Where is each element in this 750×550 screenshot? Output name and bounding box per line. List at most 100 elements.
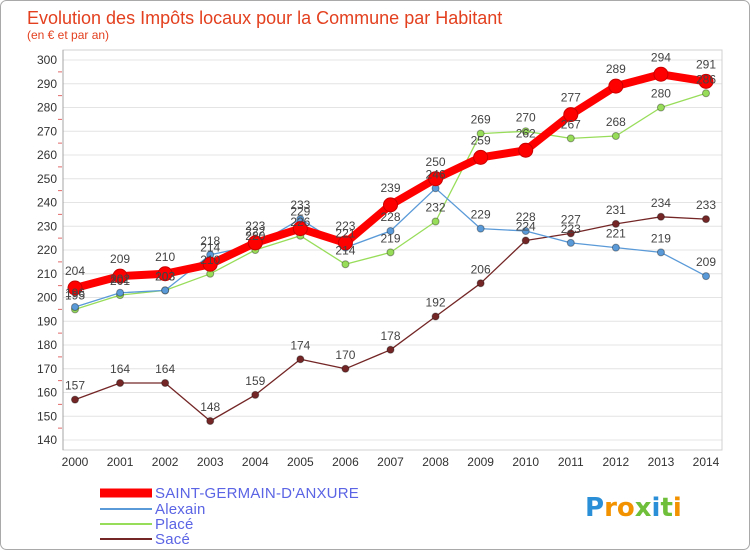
y-tick-label: 230 — [37, 219, 57, 233]
legend-label: Alexain — [155, 501, 206, 518]
data-label-place-2005: 226 — [290, 215, 310, 229]
data-label-saint-germain-d-anxure-2007: 239 — [380, 181, 400, 195]
x-tick-label: 2011 — [558, 455, 584, 469]
y-tick-label: 140 — [37, 433, 57, 447]
data-label-alexain-2006: 221 — [335, 227, 355, 241]
x-tick-label: 2006 — [332, 455, 359, 469]
data-label-sace-2000: 157 — [65, 379, 85, 393]
point-saint-germain-d-anxure-2002 — [157, 266, 173, 282]
data-label-place-2004: 220 — [245, 229, 265, 243]
logo-letter: i — [673, 493, 682, 523]
x-tick-label: 2012 — [603, 455, 630, 469]
point-saint-germain-d-anxure-2013 — [653, 66, 669, 82]
point-saint-germain-d-anxure-2004 — [247, 235, 263, 251]
x-tick-label: 2008 — [422, 455, 449, 469]
logo-letter: t — [660, 493, 672, 523]
data-label-place-2011: 267 — [561, 117, 581, 131]
point-saint-germain-d-anxure-2014 — [698, 73, 714, 89]
data-label-sace-2002: 164 — [155, 362, 175, 376]
data-label-saint-germain-d-anxure-2005: 229 — [290, 205, 310, 219]
point-sace-2014 — [702, 215, 710, 224]
point-alexain-2013 — [656, 248, 665, 257]
point-sace-2005 — [296, 355, 305, 364]
data-label-alexain-2003: 218 — [200, 234, 220, 248]
data-label-alexain-2011: 223 — [561, 222, 581, 236]
y-tick-label: 220 — [37, 243, 57, 257]
y-tick-label: 290 — [37, 77, 57, 91]
data-label-saint-germain-d-anxure-2008: 250 — [426, 155, 446, 169]
legend-item-saint-germain-d-anxure: SAINT-GERMAIN-D'ANXURE — [100, 485, 359, 502]
point-place-2012 — [611, 132, 620, 140]
data-label-place-2001: 201 — [110, 274, 130, 288]
point-saint-germain-d-anxure-2011 — [563, 107, 579, 123]
data-label-place-2010: 270 — [516, 110, 536, 124]
point-alexain-2002 — [161, 286, 170, 295]
x-tick-label: 2000 — [62, 455, 89, 469]
y-tick-label: 240 — [37, 196, 57, 210]
point-saint-germain-d-anxure-2012 — [608, 78, 624, 94]
data-labels: 157 164 164 148 159 174 170 178 192 206 224 227 231 2… — [65, 50, 716, 414]
data-label-sace-2013: 234 — [651, 196, 671, 210]
data-label-place-2008: 232 — [426, 201, 446, 215]
data-label-alexain-2000: 196 — [65, 286, 85, 300]
x-tick-label: 2004 — [242, 455, 269, 469]
point-place-2014 — [702, 89, 710, 98]
point-sace-2001 — [116, 379, 125, 387]
point-alexain-2009 — [476, 224, 485, 233]
data-label-saint-germain-d-anxure-2006: 223 — [335, 219, 355, 233]
data-label-place-2013: 280 — [651, 87, 671, 101]
point-place-2010 — [521, 127, 530, 136]
x-tick-label: 2013 — [648, 455, 675, 469]
data-label-saint-germain-d-anxure-2014: 291 — [696, 57, 716, 71]
point-place-2006 — [341, 260, 350, 269]
point-place-2008 — [431, 217, 440, 226]
point-alexain-2010 — [521, 227, 530, 235]
point-sace-2003 — [206, 417, 215, 425]
series-saint-germain-d-anxure — [67, 66, 714, 296]
data-label-saint-germain-d-anxure-2003: 214 — [200, 240, 220, 254]
logo-letter: o — [617, 493, 635, 523]
x-tick-label: 2010 — [512, 455, 539, 469]
y-tick-label: 260 — [37, 148, 57, 162]
point-sace-2010 — [521, 236, 530, 245]
data-label-place-2014: 286 — [696, 72, 716, 86]
data-label-saint-germain-d-anxure-2011: 277 — [561, 91, 581, 105]
y-tick-label: 170 — [37, 362, 57, 376]
x-tick-label: 2002 — [152, 455, 179, 469]
y-tick-label: 190 — [37, 314, 57, 328]
y-tick-label: 210 — [37, 267, 57, 281]
point-alexain-2001 — [116, 288, 125, 297]
series-layer — [67, 66, 714, 425]
data-label-sace-2010: 224 — [516, 220, 536, 234]
y-tick-label: 200 — [37, 291, 57, 305]
data-label-saint-germain-d-anxure-2010: 262 — [516, 126, 536, 140]
data-label-alexain-2009: 229 — [471, 208, 491, 222]
data-label-alexain-2001: 202 — [110, 272, 130, 286]
point-sace-2004 — [251, 390, 260, 399]
legend-label: Placé — [155, 516, 194, 533]
point-place-2011 — [566, 134, 575, 143]
legend-item-place: Placé — [100, 516, 194, 533]
y-tick-label: 250 — [37, 172, 57, 186]
data-label-alexain-2010: 228 — [516, 210, 536, 224]
point-sace-2000 — [71, 395, 79, 404]
point-sace-2013 — [656, 212, 665, 221]
data-label-sace-2011: 227 — [561, 212, 581, 226]
point-sace-2006 — [341, 364, 350, 373]
series-sace — [71, 212, 710, 425]
logo-letter: x — [635, 493, 652, 523]
data-label-sace-2006: 170 — [335, 348, 355, 362]
y-tick-label: 270 — [37, 124, 57, 138]
y-tick-label: 300 — [37, 53, 57, 67]
point-saint-germain-d-anxure-2010 — [518, 142, 534, 158]
proxiti-logo: Proxiti — [585, 493, 682, 523]
data-label-place-2006: 214 — [335, 243, 355, 257]
data-label-saint-germain-d-anxure-2004: 223 — [245, 219, 265, 233]
data-label-saint-germain-d-anxure-2013: 294 — [651, 50, 671, 64]
chart-subtitle: (en € et par an) — [27, 28, 109, 42]
point-sace-2008 — [431, 312, 440, 321]
point-sace-2007 — [386, 345, 395, 354]
data-label-alexain-2013: 219 — [651, 231, 671, 245]
y-tick-label: 150 — [37, 409, 57, 423]
point-alexain-2000 — [71, 303, 79, 311]
